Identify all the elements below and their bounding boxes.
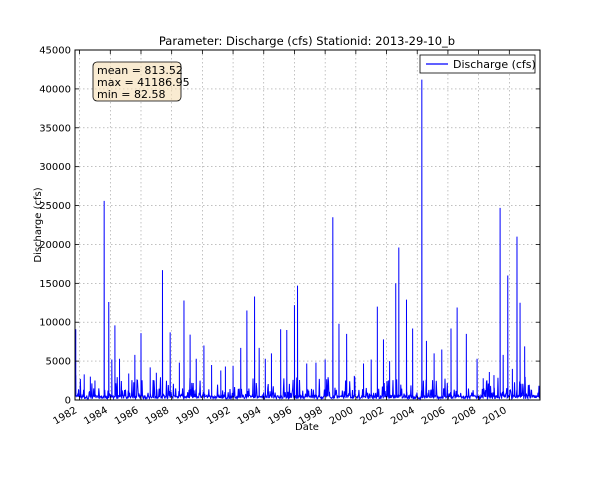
x-tick-label: 1988 <box>144 405 172 427</box>
y-tick-label: 15000 <box>39 279 71 290</box>
y-tick-label: 5000 <box>46 357 71 368</box>
discharge-series-line <box>75 79 540 401</box>
legend-box <box>419 54 536 74</box>
x-tick-label: 1990 <box>174 405 202 427</box>
plot-area <box>75 50 540 400</box>
x-tick-label: 2010 <box>481 405 509 427</box>
plot-frame <box>74 49 541 401</box>
x-tick-label: 1994 <box>236 405 264 427</box>
x-tick-label: 1984 <box>82 405 110 427</box>
axis-ticks <box>75 49 540 401</box>
x-tick-label: 1982 <box>52 405 80 427</box>
y-tick-labels: 0 5000 10000 15000 20000 25000 30000 35000 40000… <box>39 46 71 407</box>
x-tick-label: 2002 <box>358 405 386 427</box>
x-axis-label: Date <box>295 422 319 433</box>
chart-title: Parameter: Discharge (cfs) Stationid: 20… <box>159 34 455 48</box>
stats-box: mean = 813.52 max = 41186.95 min = 82.58 <box>92 61 190 102</box>
x-tick-labels: 1982 1984 1986 1988 1990 1992 1994 1996 1998 2000… <box>52 405 509 427</box>
x-tick-label: 2008 <box>451 405 479 427</box>
stat-max: max = 41186.95 <box>97 76 190 89</box>
x-tick-label: 1986 <box>113 405 141 427</box>
stats-box-background <box>92 61 182 102</box>
x-tick-label: 1992 <box>205 405 233 427</box>
legend-entry: Discharge (cfs) <box>453 58 536 71</box>
x-tick-label: 2004 <box>389 405 417 427</box>
y-tick-label: 40000 <box>39 84 71 95</box>
y-tick-label: 25000 <box>39 201 71 212</box>
y-tick-label: 0 <box>65 396 71 407</box>
y-tick-label: 45000 <box>39 46 71 57</box>
x-tick-label: 2000 <box>328 405 356 427</box>
y-tick-label: 30000 <box>39 162 71 173</box>
y-tick-label: 20000 <box>39 240 71 251</box>
stat-mean: mean = 813.52 <box>97 64 183 77</box>
y-tick-label: 35000 <box>39 123 71 134</box>
y-tick-label: 10000 <box>39 318 71 329</box>
y-axis-label: Discharge (cfs) <box>33 187 44 262</box>
x-tick-label: 1996 <box>266 405 294 427</box>
grid-lines <box>75 50 540 400</box>
x-tick-label: 2006 <box>420 405 448 427</box>
legend: Discharge (cfs) <box>419 54 536 74</box>
stat-min: min = 82.58 <box>97 88 165 101</box>
